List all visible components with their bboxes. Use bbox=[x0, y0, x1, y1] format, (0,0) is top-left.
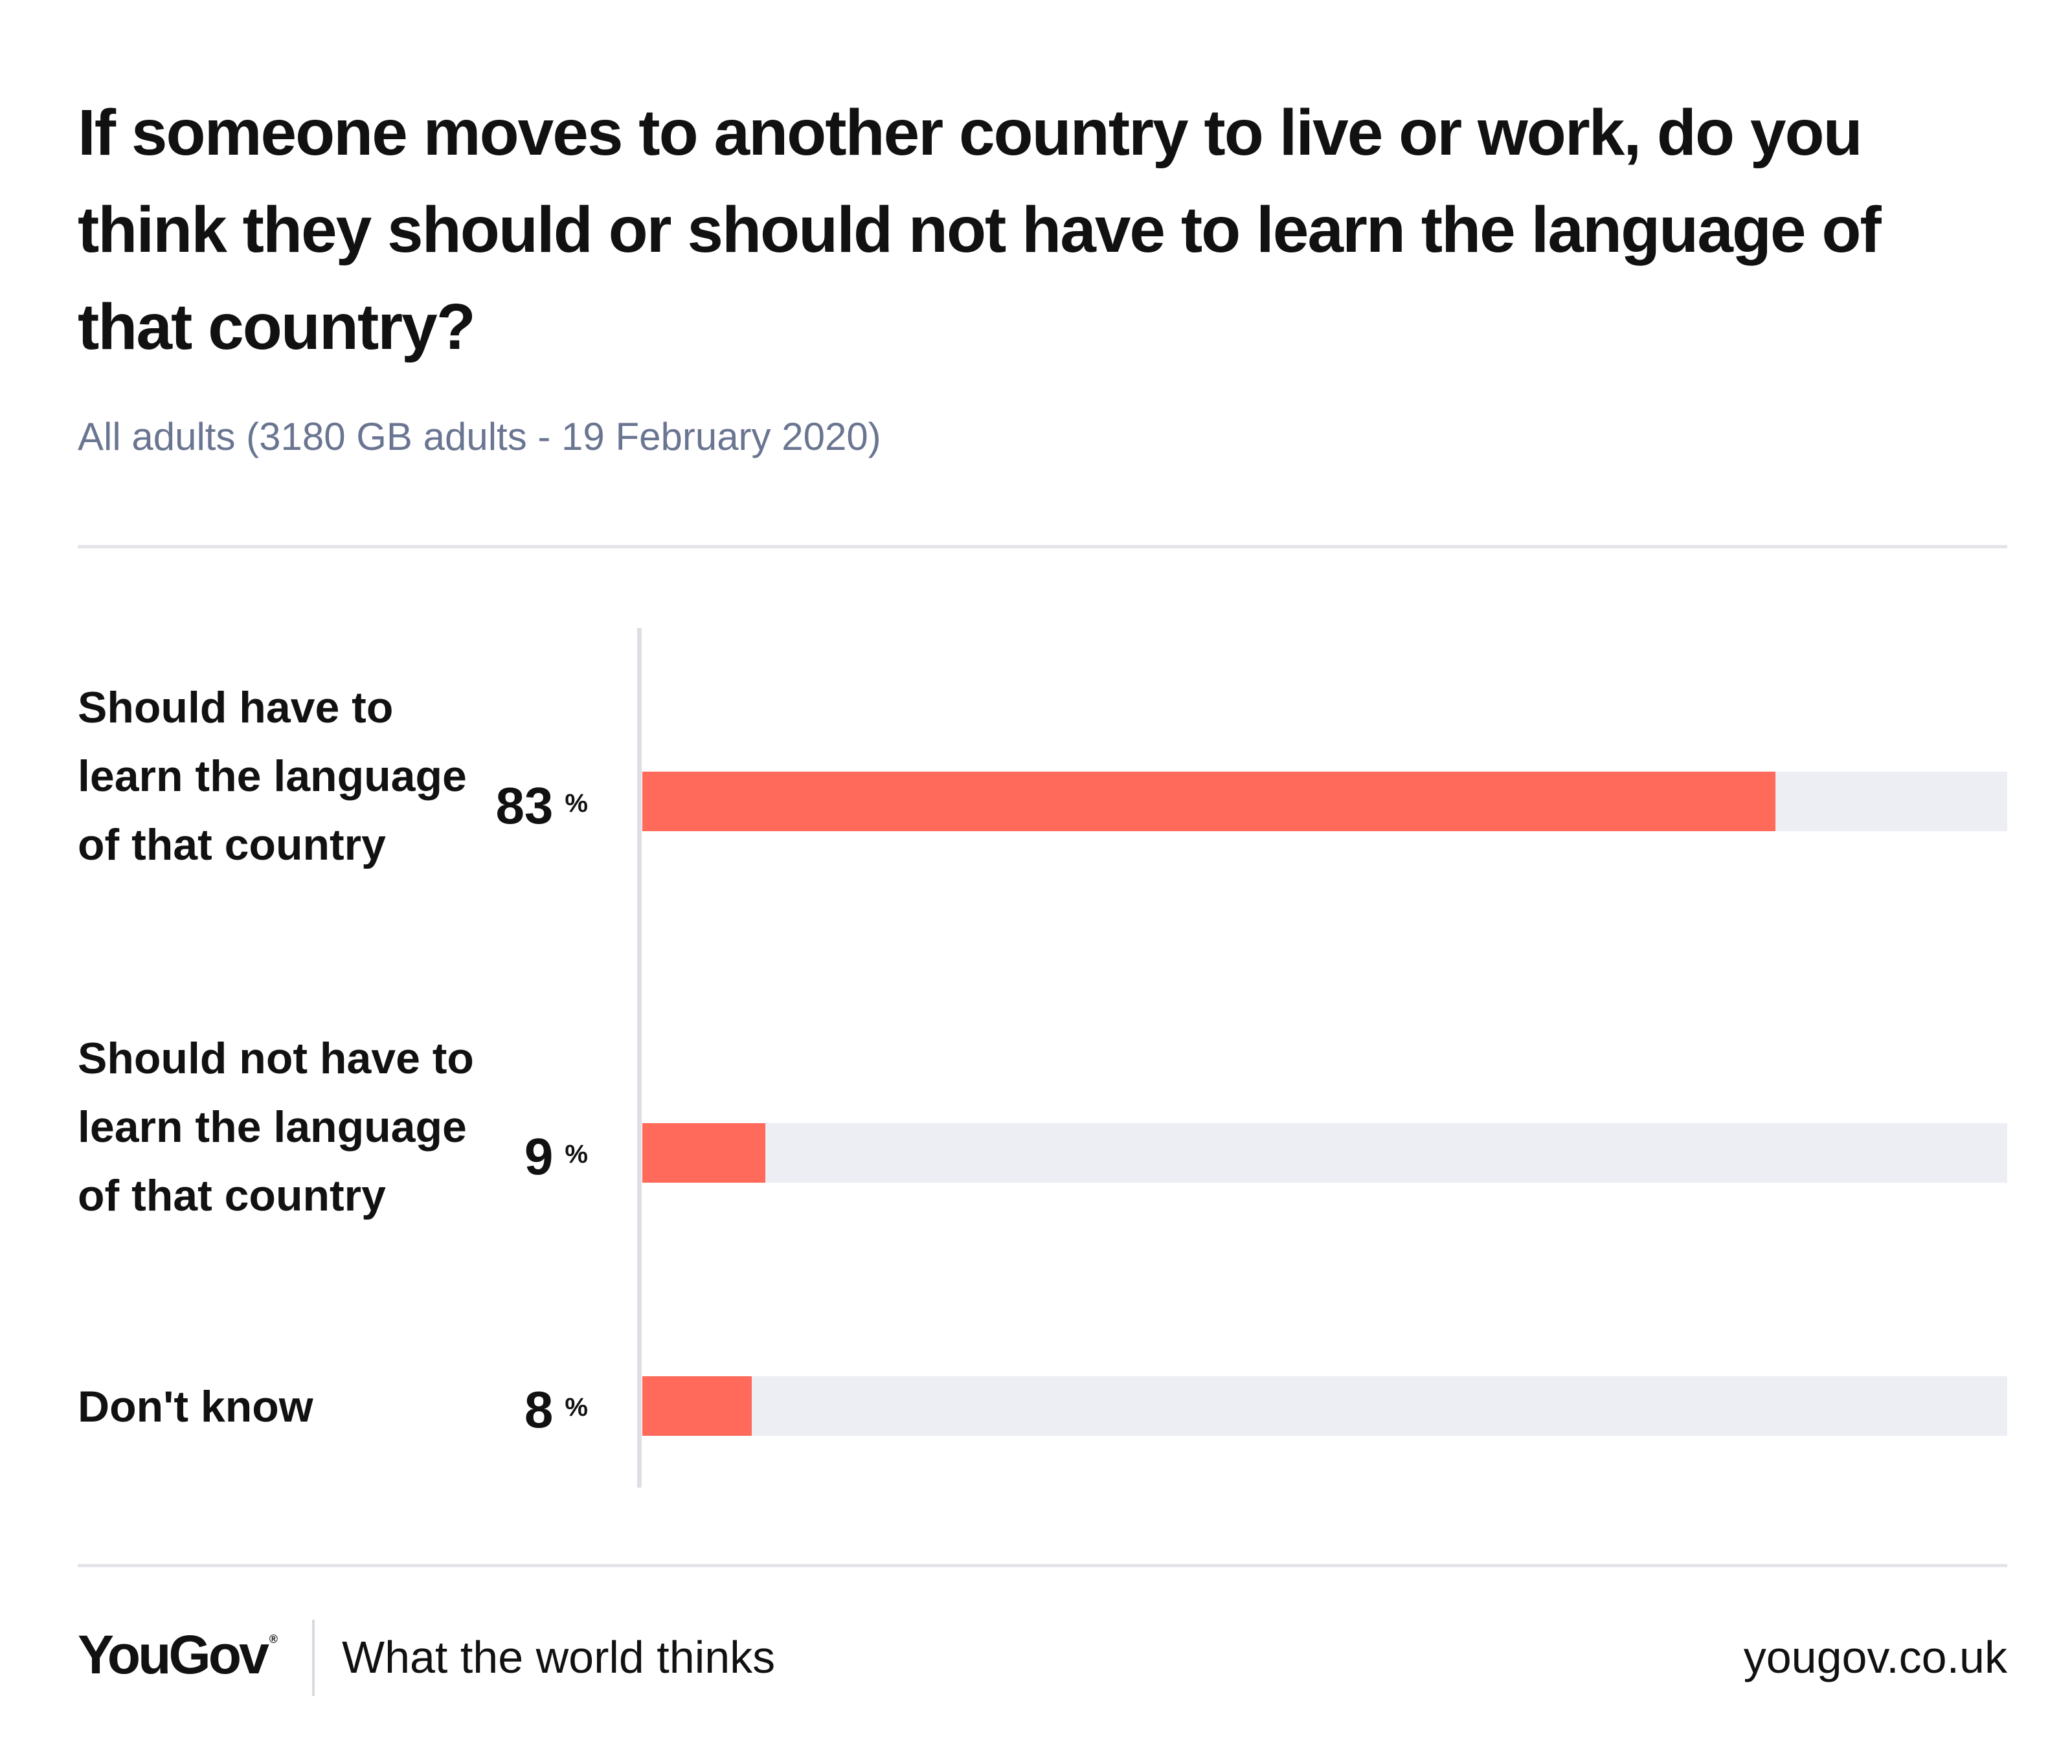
bar-value-number: 8 bbox=[524, 1384, 554, 1436]
y-axis-line bbox=[637, 628, 642, 1488]
tagline: What the world thinks bbox=[342, 1631, 775, 1683]
bar-value-unit: % bbox=[565, 1140, 588, 1168]
bar-label-dont-know: Don't know bbox=[78, 1372, 479, 1441]
footer-divider bbox=[312, 1620, 315, 1696]
bar-value-number: 83 bbox=[495, 780, 553, 832]
yougov-logo[interactable]: YouGov ® bbox=[78, 1624, 278, 1686]
bar-value-dont-know: 8% bbox=[465, 1384, 588, 1436]
bar-value-unit: % bbox=[565, 1393, 588, 1422]
registered-mark: ® bbox=[269, 1633, 278, 1646]
top-divider bbox=[78, 545, 2007, 548]
logo-text: YouGov bbox=[78, 1624, 267, 1685]
bar-track-dont-know bbox=[642, 1376, 2007, 1436]
bar-label-should-have: Should have to learn the language of tha… bbox=[78, 673, 479, 879]
bar-label-should-not-have: Should not have to learn the language of… bbox=[78, 1024, 479, 1230]
bar-dont-know bbox=[642, 1376, 752, 1436]
bar-value-number: 9 bbox=[524, 1131, 554, 1183]
bar-should-not-have bbox=[642, 1123, 765, 1183]
bar-track-should-have bbox=[642, 772, 2007, 831]
bar-should-have bbox=[642, 772, 1775, 831]
chart-subtitle: All adults (3180 GB adults - 19 February… bbox=[78, 414, 881, 459]
chart-title: If someone moves to another country to l… bbox=[78, 84, 2007, 375]
bar-value-should-not-have: 9% bbox=[465, 1131, 588, 1183]
bar-track-should-not-have bbox=[642, 1123, 2007, 1183]
bottom-divider bbox=[78, 1564, 2007, 1567]
site-link[interactable]: yougov.co.uk bbox=[1744, 1631, 2007, 1683]
bar-value-unit: % bbox=[565, 789, 588, 818]
bar-value-should-have: 83% bbox=[465, 780, 588, 832]
